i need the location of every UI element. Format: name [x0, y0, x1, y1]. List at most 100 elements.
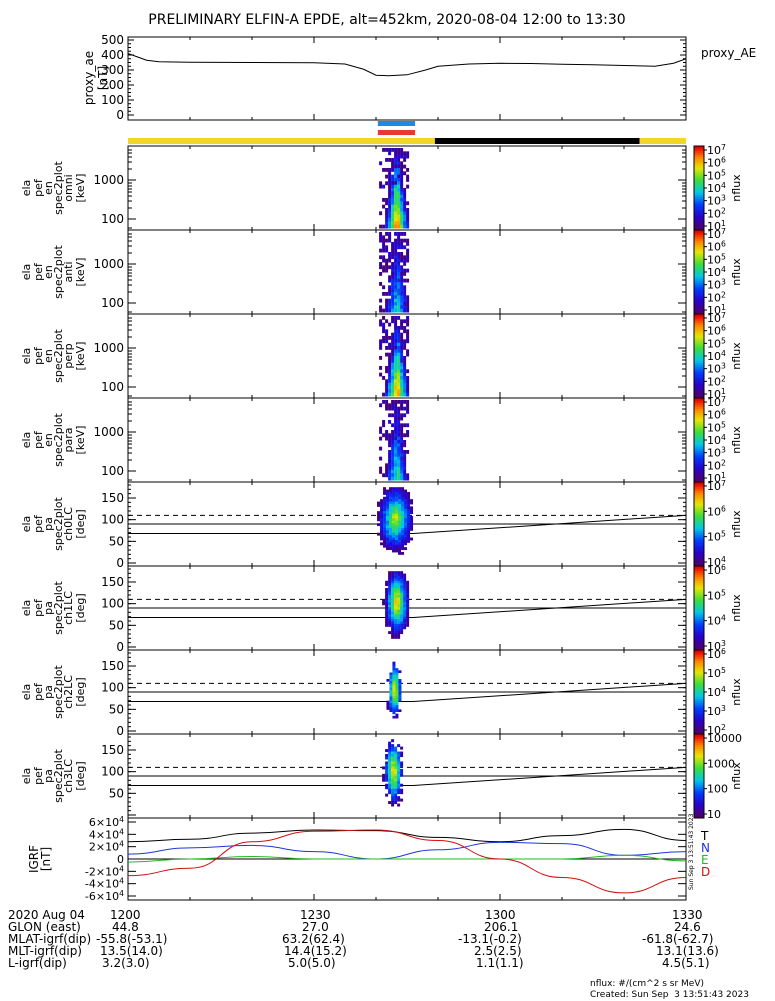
spec-omni-colorbar-swatch — [694, 204, 704, 208]
spec-para-cell — [397, 436, 401, 441]
pa-ch0-cell — [389, 511, 393, 515]
spec-omni-cell — [388, 191, 392, 196]
pa-ch1-cell — [391, 628, 395, 632]
spec-omni-cell — [391, 221, 395, 226]
proxy-ae-ytick-label: 200 — [101, 78, 124, 92]
pa-ch3-cell — [388, 781, 392, 785]
spec-anti-colorbar-swatch — [694, 299, 704, 302]
spec-anti-cell — [403, 308, 407, 313]
pa-ch3-colorbar-swatch — [694, 736, 704, 739]
pa-ch0-cell — [398, 518, 402, 522]
igrf-ytick-label: 6×104 — [89, 815, 124, 830]
spec-anti-cell — [379, 265, 383, 270]
spec-anti-cell — [394, 305, 398, 310]
pa-ch1-cell — [403, 575, 407, 579]
spec-anti-cell — [382, 235, 386, 240]
pa-ch0-cell — [401, 513, 405, 517]
pa-ch0-cell — [398, 535, 402, 539]
spec-para-colorbar-swatch — [694, 414, 704, 418]
spec-para-cell — [400, 463, 404, 468]
pa-ch1-colorbar-swatch — [694, 591, 704, 594]
pa-ch1-cell — [400, 599, 404, 603]
spec-para-cell — [391, 413, 395, 418]
spec-perp-cell — [394, 336, 398, 340]
pa-ch0-cell — [401, 494, 405, 498]
spec-anti-colorbar-swatch — [694, 309, 704, 313]
pa-ch3-cell — [385, 749, 389, 753]
pa-ch3-cell — [394, 801, 398, 805]
pa-ch3-cell — [394, 783, 398, 787]
pa-ch3-cell — [391, 768, 395, 772]
spec-para-cell — [394, 416, 398, 421]
spec-para-cell — [391, 406, 395, 411]
spec-anti-cell — [403, 288, 407, 293]
pa-ch1-cell — [391, 619, 395, 623]
spec-omni-cell — [400, 151, 404, 156]
pa-ch1-cell — [397, 628, 401, 632]
spec-perp-cell — [394, 346, 398, 350]
pa-ch0-cell — [383, 535, 387, 539]
spec-para-colorbar-swatch — [694, 433, 704, 437]
pa-ch1-colorbar-swatch — [694, 601, 704, 605]
spec-perp-cell — [406, 322, 410, 327]
spec-omni-colorbar-swatch — [694, 164, 704, 168]
spec-perp-cell — [403, 369, 407, 374]
pa-ch3-cell — [394, 788, 398, 792]
spec-anti-cell — [379, 262, 383, 266]
pa-ch3-cell — [391, 798, 395, 802]
pa-ch0-cell — [404, 535, 408, 539]
pa-ch1-cell — [397, 604, 401, 608]
pa-ch1-cell — [397, 623, 401, 627]
pa-ch0-cell — [398, 530, 402, 534]
pa-ch1-cell — [406, 602, 410, 606]
pa-ch3-colorbar-swatch — [694, 746, 704, 750]
spec-anti-cell — [394, 255, 398, 260]
spec-anti-cell — [382, 255, 386, 260]
spec-para-cell — [406, 430, 410, 434]
spec-omni-cell — [403, 214, 407, 219]
spec-perp-colorbar-swatch — [694, 387, 704, 391]
spec-omni-cell — [379, 181, 383, 186]
spec-para-cell — [406, 473, 410, 478]
pa-ch1-colorbar-swatch — [694, 587, 704, 590]
spec-omni-cell — [394, 168, 398, 172]
spec-perp-cell — [403, 346, 407, 350]
spec-perp-cell — [406, 339, 410, 344]
spec-para-cell — [379, 446, 383, 451]
spec-perp-cell — [406, 316, 410, 320]
pa-ch3-cell — [400, 746, 404, 750]
spec-perp-cell — [403, 362, 407, 367]
spec-anti-cell — [382, 265, 386, 270]
pa-ch0-cell — [383, 489, 387, 493]
spec-omni-cell — [394, 211, 398, 216]
pa-ch3-cell — [391, 791, 395, 795]
spec-para-cell — [406, 400, 410, 404]
pa-ch0-cell — [392, 489, 396, 493]
spec-perp-cell — [397, 349, 401, 354]
spec-para-cell — [403, 453, 407, 458]
pa-ch0-colorbar-swatch — [694, 538, 704, 542]
pa-ch3-colorbar-swatch — [694, 803, 704, 806]
spec-para-cell — [400, 436, 404, 441]
pa-ch1-colorbar-swatch — [694, 633, 704, 636]
pa-ch0-cell — [401, 496, 405, 500]
spec-omni-cell — [391, 201, 395, 206]
spec-perp-cell — [406, 389, 410, 394]
pa-ch0-cell — [407, 499, 411, 503]
pa-ch0-cell — [401, 544, 405, 548]
spec-perp-cell — [400, 336, 404, 340]
proxy-ae-ytick-label: 400 — [101, 48, 124, 62]
spec-perp-cell — [388, 386, 392, 390]
spec-omni-cell — [400, 148, 404, 152]
spec-omni-cell — [379, 211, 383, 216]
spec-anti-cell — [391, 305, 395, 310]
pa-ch3-colorbar-swatch — [694, 815, 704, 819]
pa-ch3-colorbar-swatch — [694, 797, 704, 800]
pa-ch0-cell — [398, 506, 402, 510]
pa-ch3-colorbar-swatch — [694, 799, 704, 802]
pa-ch0-cell — [407, 520, 411, 524]
spec-omni-cell — [403, 201, 407, 206]
pa-ch1-colorbar-swatch — [694, 612, 704, 615]
pa-ch1-cell — [391, 575, 395, 579]
spec-perp-colorbar-swatch — [694, 356, 704, 359]
